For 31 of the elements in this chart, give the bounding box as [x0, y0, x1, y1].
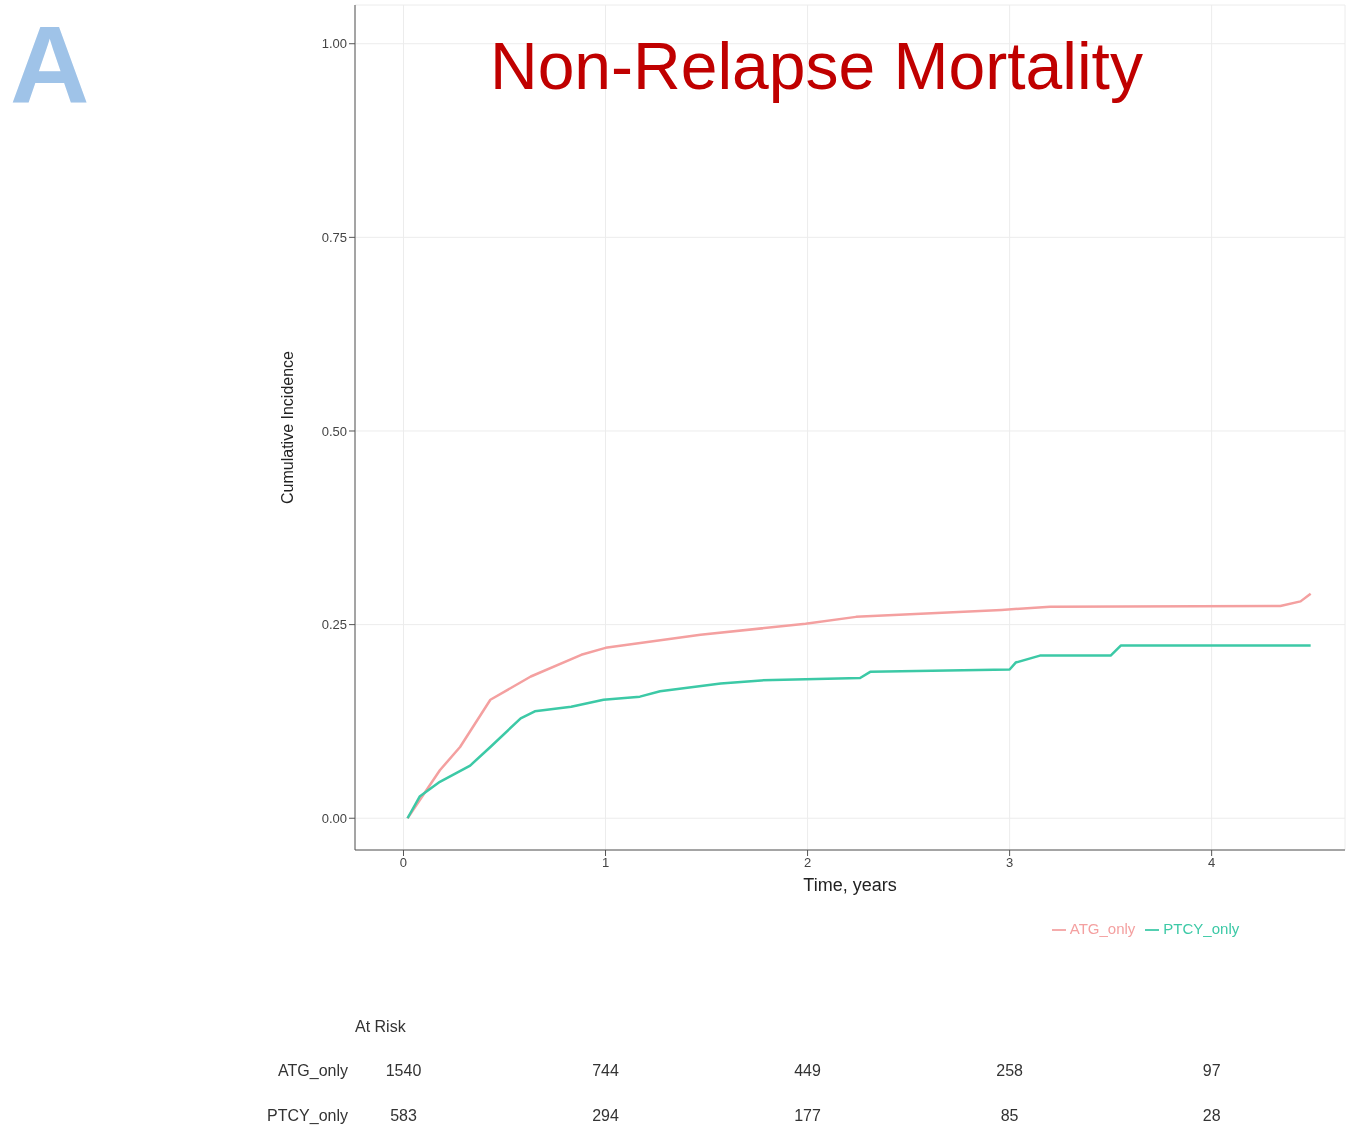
line-series [406, 592, 1312, 820]
x-tick-label: 1 [601, 855, 610, 871]
text: 85 [999, 1107, 1020, 1125]
text: 28 [1201, 1107, 1222, 1125]
text: 449 [793, 1062, 822, 1080]
text: 744 [591, 1062, 620, 1080]
text: 294 [591, 1107, 620, 1125]
y-tick-label: 1.00 [321, 36, 347, 52]
y-tick-label: 0.00 [321, 810, 347, 826]
y-tick-label: 0.50 [321, 423, 347, 439]
y-tick-label: 0.75 [321, 229, 347, 245]
y-axis-title: Cumulative Incidence [278, 350, 296, 504]
x-tick-label: 3 [1006, 855, 1014, 871]
text: 177 [793, 1107, 822, 1125]
text: 97 [1201, 1062, 1222, 1080]
chart-title: Non-Relapse Mortality [490, 28, 1143, 104]
text: A [10, 1, 90, 127]
x-tick-label: 4 [1208, 855, 1216, 871]
legend-label: PTCY_only [1163, 920, 1240, 937]
text: At Risk [355, 1018, 406, 1036]
text: 583 [389, 1107, 418, 1125]
text: ATG_only [278, 1062, 348, 1080]
line-series [406, 644, 1312, 820]
text: 1540 [384, 1062, 423, 1080]
x-axis-title: Time, years [803, 874, 897, 895]
text: PTCY_only [267, 1107, 348, 1125]
x-tick-label: 0 [399, 855, 408, 871]
y-tick-label: 0.25 [321, 617, 347, 633]
text: 258 [995, 1062, 1024, 1080]
x-tick-label: 2 [803, 855, 812, 871]
legend-label: ATG_only [1069, 920, 1136, 937]
